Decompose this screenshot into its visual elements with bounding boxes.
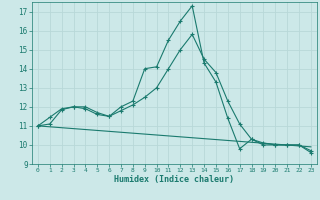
X-axis label: Humidex (Indice chaleur): Humidex (Indice chaleur) [115, 175, 234, 184]
